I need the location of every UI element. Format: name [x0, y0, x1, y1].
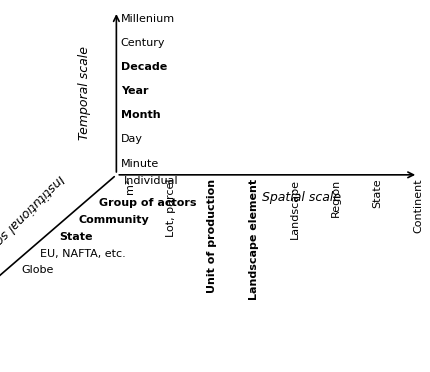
- Text: Individual: Individual: [124, 176, 178, 186]
- Text: Institutional scale: Institutional scale: [0, 172, 65, 259]
- Text: Globe: Globe: [21, 265, 53, 275]
- Text: Month: Month: [120, 110, 160, 120]
- Text: EU, NAFTA, etc.: EU, NAFTA, etc.: [40, 248, 126, 259]
- Text: Millenium: Millenium: [120, 14, 175, 23]
- Text: Group of actors: Group of actors: [99, 198, 197, 208]
- Text: State: State: [59, 232, 93, 242]
- Text: Year: Year: [120, 86, 148, 96]
- Text: Minute: Minute: [120, 159, 159, 169]
- Text: Day: Day: [120, 135, 142, 144]
- Text: Community: Community: [79, 215, 149, 225]
- Text: Temporal scale: Temporal scale: [77, 46, 90, 140]
- Text: Region: Region: [331, 179, 341, 217]
- Text: Continent: Continent: [413, 179, 423, 233]
- Text: m²: m²: [125, 179, 135, 194]
- Text: Decade: Decade: [120, 62, 166, 72]
- Text: Lot, parcel: Lot, parcel: [166, 179, 176, 237]
- Text: Unit of production: Unit of production: [207, 179, 217, 293]
- Text: Century: Century: [120, 38, 165, 48]
- Text: Landscape element: Landscape element: [248, 179, 258, 300]
- Text: Spatial scale: Spatial scale: [261, 191, 341, 203]
- Text: State: State: [372, 179, 381, 208]
- Text: Landscape: Landscape: [289, 179, 299, 238]
